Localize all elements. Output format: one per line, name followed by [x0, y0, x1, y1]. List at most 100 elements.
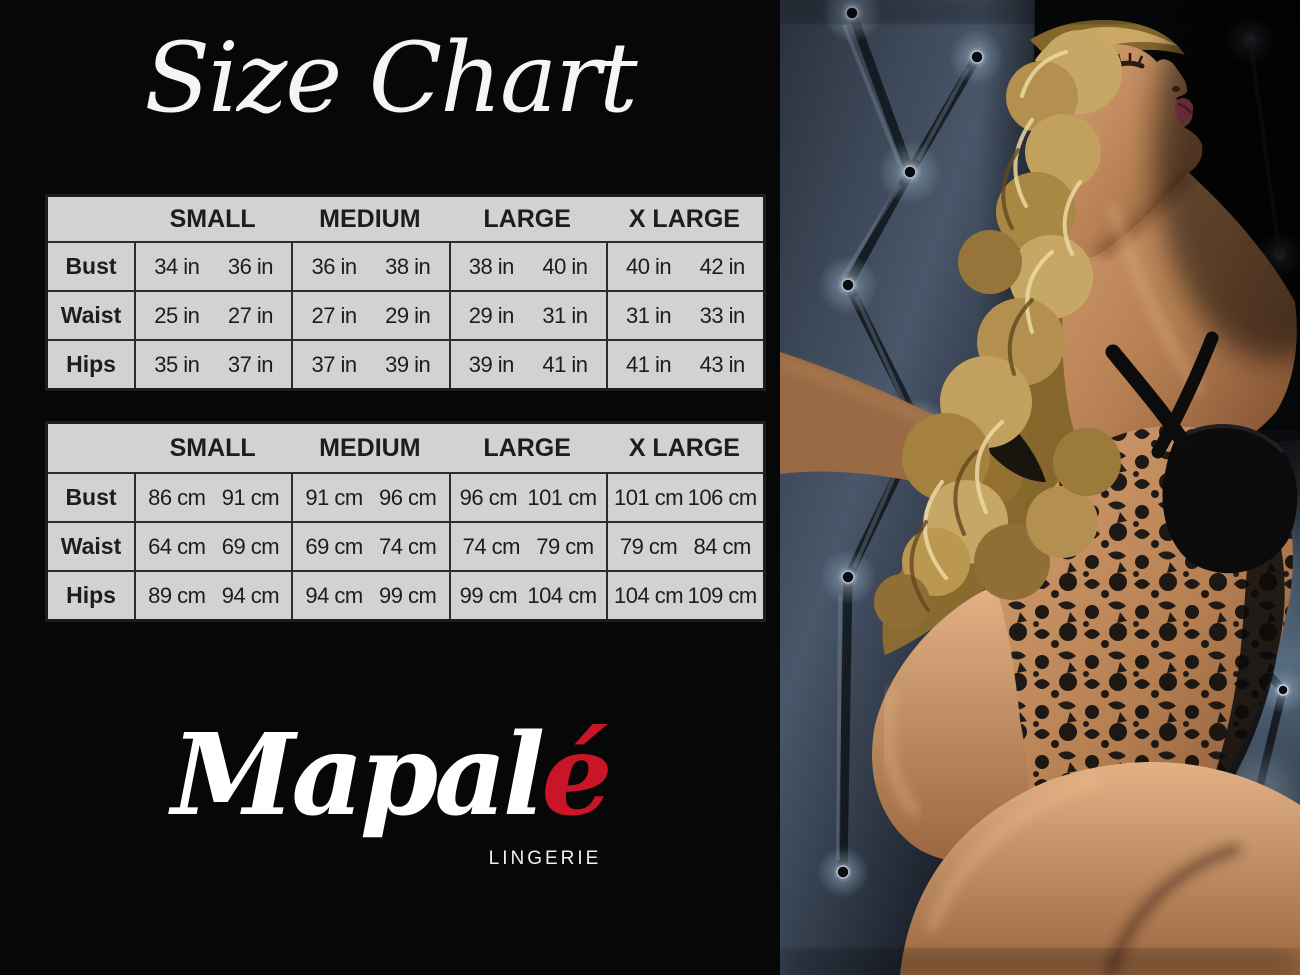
cell-small: 64 cm 69 cm: [134, 523, 291, 570]
row-label-hips: Hips: [66, 351, 116, 377]
cell-xlarge: 101 cm 106 cm: [605, 474, 763, 521]
brand-accent-letter: é: [541, 710, 612, 841]
size-value: 99 cm: [378, 582, 437, 608]
table-row-hips: Hips 35 in 37 in 37 in 39 in 39 in 41 in 41…: [48, 339, 763, 388]
size-value: 40 in: [542, 253, 588, 279]
size-value: 35 in: [154, 351, 200, 377]
size-value: 99 cm: [459, 582, 518, 608]
cell-large: 29 in 31 in: [448, 292, 606, 339]
cell-medium: 69 cm 74 cm: [291, 523, 448, 570]
column-header-large: LARGE: [483, 204, 571, 233]
cell-small: 89 cm 94 cm: [134, 572, 291, 619]
neck-highlight: [1108, 203, 1204, 395]
size-value: 38 in: [385, 253, 431, 279]
table-row-waist: Waist 25 in 27 in 27 in 29 in 29 in 31 in 3…: [48, 290, 763, 339]
page-title: Size Chart: [144, 22, 637, 134]
size-value: 74 cm: [462, 533, 521, 559]
column-header-small: SMALL: [169, 433, 256, 462]
brand-tagline: LINGERIE: [488, 848, 602, 869]
size-value: 33 in: [699, 302, 746, 328]
row-label-waist: Waist: [60, 302, 122, 328]
info-panel: Size Chart SMALL MEDIUM LARGE X LARGE Bu…: [0, 22, 780, 869]
column-header-small: SMALL: [169, 204, 256, 233]
corner-spacer: [48, 424, 134, 472]
cell-large: 39 in 41 in: [448, 341, 606, 388]
size-value: 43 in: [699, 351, 746, 377]
size-value: 31 in: [542, 302, 588, 328]
size-value: 109 cm: [687, 582, 758, 608]
bra-cup: [1162, 426, 1298, 574]
row-label-waist: Waist: [60, 533, 122, 559]
table-row-bust: Bust 86 cm 91 cm 91 cm 96 cm 96 cm 101 cm 1…: [48, 472, 763, 521]
size-value: 86 cm: [148, 484, 206, 510]
size-value: 94 cm: [305, 582, 363, 608]
column-header-xlarge: X LARGE: [628, 433, 740, 462]
size-value: 96 cm: [378, 484, 437, 510]
cell-medium: 91 cm 96 cm: [291, 474, 448, 521]
size-value: 101 cm: [527, 484, 597, 510]
cell-xlarge: 40 in 42 in: [605, 243, 763, 290]
cell-small: 25 in 27 in: [134, 292, 291, 339]
cell-medium: 36 in 38 in: [291, 243, 448, 290]
size-value: 94 cm: [221, 582, 280, 608]
size-value: 39 in: [385, 351, 431, 377]
size-value: 37 in: [311, 351, 357, 377]
halter-strap: [1151, 331, 1219, 459]
cell-large: 38 in 40 in: [448, 243, 606, 290]
size-value: 79 cm: [619, 533, 678, 559]
size-value: 29 in: [468, 302, 515, 328]
cell-xlarge: 104 cm 109 cm: [605, 572, 763, 619]
table-header-row: SMALL MEDIUM LARGE X LARGE: [48, 197, 763, 241]
table-row-waist: Waist 64 cm 69 cm 69 cm 74 cm 74 cm 79 cm 7…: [48, 521, 763, 570]
cell-xlarge: 79 cm 84 cm: [605, 523, 763, 570]
halter-strap: [1105, 344, 1194, 455]
size-value: 41 in: [625, 351, 672, 377]
brand-logo: Mapalé: [0, 710, 780, 841]
size-value: 69 cm: [221, 533, 280, 559]
size-value: 40 in: [625, 253, 672, 279]
size-value: 36 in: [227, 253, 274, 279]
size-value: 25 in: [154, 302, 200, 328]
size-value: 42 in: [699, 253, 746, 279]
column-header-medium: MEDIUM: [319, 204, 421, 233]
cell-xlarge: 31 in 33 in: [605, 292, 763, 339]
size-value: 91 cm: [305, 484, 363, 510]
cell-medium: 37 in 39 in: [291, 341, 448, 388]
column-header-xlarge: X LARGE: [628, 204, 740, 233]
cell-small: 86 cm 91 cm: [134, 474, 291, 521]
size-value: 27 in: [227, 302, 274, 328]
cell-xlarge: 41 in 43 in: [605, 341, 763, 388]
size-value: 91 cm: [221, 484, 280, 510]
size-value: 104 cm: [527, 582, 597, 608]
size-value: 27 in: [311, 302, 357, 328]
size-value: 96 cm: [459, 484, 518, 510]
photo-vignette: [780, 0, 1300, 975]
row-label-bust: Bust: [65, 484, 117, 510]
size-value: 74 cm: [378, 533, 437, 559]
cell-large: 74 cm 79 cm: [448, 523, 606, 570]
size-table-centimeters: SMALL MEDIUM LARGE X LARGE Bust 86 cm 91 …: [45, 421, 766, 622]
cell-medium: 27 in 29 in: [291, 292, 448, 339]
size-value: 69 cm: [305, 533, 363, 559]
brand-name: Mapalé: [171, 710, 612, 841]
size-value: 37 in: [227, 351, 274, 377]
cell-large: 99 cm 104 cm: [448, 572, 606, 619]
cell-large: 96 cm 101 cm: [448, 474, 606, 521]
corner-spacer: [48, 197, 134, 241]
size-value: 36 in: [311, 253, 357, 279]
table-header-row: SMALL MEDIUM LARGE X LARGE: [48, 424, 763, 472]
size-table-inches: SMALL MEDIUM LARGE X LARGE Bust 34 in 36 …: [45, 194, 766, 391]
cell-small: 34 in 36 in: [134, 243, 291, 290]
size-value: 31 in: [625, 302, 672, 328]
cell-small: 35 in 37 in: [134, 341, 291, 388]
size-value: 101 cm: [613, 484, 684, 510]
size-value: 79 cm: [536, 533, 594, 559]
column-header-large: LARGE: [483, 433, 571, 462]
size-value: 64 cm: [148, 533, 206, 559]
model-hair-front: [874, 26, 1178, 630]
table-row-bust: Bust 34 in 36 in 36 in 38 in 38 in 40 in 40…: [48, 241, 763, 290]
model-figure: [780, 19, 1300, 975]
size-value: 29 in: [385, 302, 431, 328]
size-value: 39 in: [468, 351, 515, 377]
